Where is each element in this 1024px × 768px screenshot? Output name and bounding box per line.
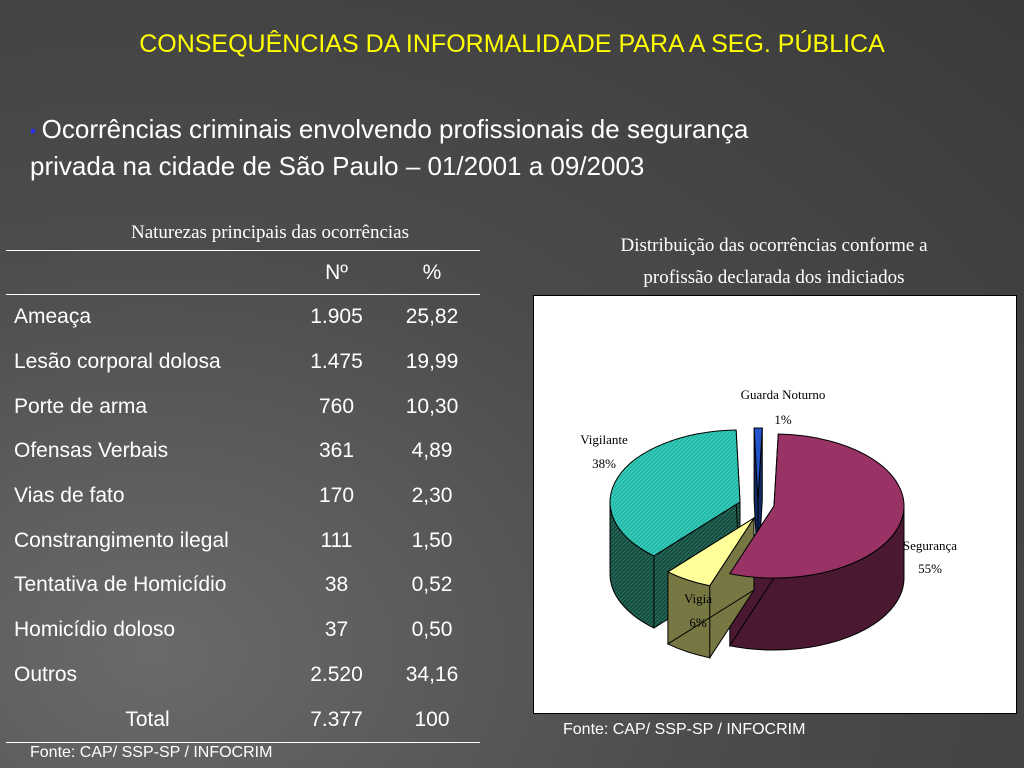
row-num: 37 <box>324 618 349 642</box>
row-pct: 0,52 <box>411 573 453 597</box>
pie-label-value: 55% <box>918 561 942 576</box>
row-name: Lesão corporal dolosa <box>14 350 221 374</box>
pie-label-name: Segurança <box>903 538 957 553</box>
table-row: Vias de fato 170 2,30 <box>6 474 480 519</box>
row-pct: 0,50 <box>411 618 453 642</box>
row-num: 170 <box>318 484 355 508</box>
bullet-line-2: privada na cidade de São Paulo – 01/2001… <box>30 150 645 181</box>
row-pct: 4,89 <box>411 439 453 463</box>
pie-label-name: Vigilante <box>580 432 628 447</box>
row-pct: 1,50 <box>411 528 453 552</box>
row-pct: 10,30 <box>405 394 459 418</box>
table-header-row: Nº % <box>6 252 480 295</box>
pie-source: Fonte: CAP/ SSP-SP / INFOCRIM <box>563 721 806 738</box>
bullet-line-1: Ocorrências criminais envolvendo profiss… <box>41 114 749 144</box>
table-row: Outros 2.520 34,16 <box>6 653 480 698</box>
row-name: Ameaça <box>14 305 92 329</box>
table-row: Porte de arma 760 10,30 <box>6 384 480 429</box>
pie-label-value: 6% <box>689 615 707 630</box>
table-source: Fonte: CAP/ SSP-SP / INFOCRIM <box>30 744 273 761</box>
row-pct: 2,30 <box>411 484 453 508</box>
bullet-square-icon: ▪ <box>30 122 36 140</box>
row-name: Vias de fato <box>14 484 125 508</box>
header-cell-name <box>6 252 289 295</box>
pie-slice-vigilante <box>609 429 741 557</box>
bullet-text: ▪ Ocorrências criminais envolvendo profis… <box>30 112 980 184</box>
row-pct: 25,82 <box>405 305 459 329</box>
row-name: Tentativa de Homicídio <box>14 573 227 597</box>
row-num: 1.905 <box>310 305 363 329</box>
table-row: Constrangimento ilegal 111 1,50 <box>6 518 480 563</box>
table-total-row: Total 7.377 100 <box>6 697 480 743</box>
pie-slice-segurança <box>728 433 905 579</box>
pie-title-line-1: Distribuição das ocorrências conforme a <box>620 235 928 256</box>
row-name: Outros <box>14 662 78 686</box>
table-row: Ameaça 1.905 25,82 <box>6 295 480 340</box>
pie-slice-vigia <box>666 517 755 587</box>
row-name: Constrangimento ilegal <box>14 528 229 552</box>
table-caption: Naturezas principais das ocorrências <box>130 222 409 243</box>
row-num: 111 <box>320 528 353 552</box>
total-name: Total <box>6 697 289 743</box>
row-pct: 34,16 <box>405 662 459 686</box>
total-pct: 100 <box>384 697 480 743</box>
occurrences-table: Nº % Ameaça 1.905 25,82 Lesão corporal d… <box>6 252 480 743</box>
row-name: Ofensas Verbais <box>14 439 169 463</box>
table-top-rule <box>6 250 480 251</box>
header-cell-pct: % <box>384 252 480 295</box>
table-row: Homicídio doloso 37 0,50 <box>6 608 480 653</box>
row-num: 38 <box>324 573 349 597</box>
row-num: 1.475 <box>310 350 363 374</box>
pie-label-name: Vigia <box>684 591 712 606</box>
table-row: Tentativa de Homicídio 38 0,52 <box>6 563 480 608</box>
pie-label-name: Guarda Noturno <box>741 387 826 402</box>
slide-title: CONSEQUÊNCIAS DA INFORMALIDADE PARA A SE… <box>139 30 885 58</box>
row-name: Porte de arma <box>14 394 148 418</box>
header-cell-num: Nº <box>289 252 384 295</box>
pie-slice-guarda-noturno <box>753 427 763 501</box>
table-row: Lesão corporal dolosa 1.475 19,99 <box>6 340 480 385</box>
row-pct: 19,99 <box>405 350 459 374</box>
row-num: 2.520 <box>310 662 363 686</box>
total-num: 7.377 <box>289 697 384 743</box>
pie-label-value: 38% <box>592 456 616 471</box>
pie-chart-svg: Guarda Noturno 1% Segurança 55% Vigia 6% Vigil… <box>580 387 957 660</box>
table-row: Ofensas Verbais 361 4,89 <box>6 429 480 474</box>
pie-title-line-2: profissão declarada dos indiciados <box>643 267 905 288</box>
pie-title: Distribuição das ocorrências conforme a … <box>540 230 1008 294</box>
pie-label-value: 1% <box>774 412 792 427</box>
row-name: Homicídio doloso <box>14 618 176 642</box>
row-num: 361 <box>318 439 355 463</box>
row-num: 760 <box>318 394 355 418</box>
pie-chart-frame: Guarda Noturno 1% Segurança 55% Vigia 6% Vigil… <box>533 295 1017 714</box>
